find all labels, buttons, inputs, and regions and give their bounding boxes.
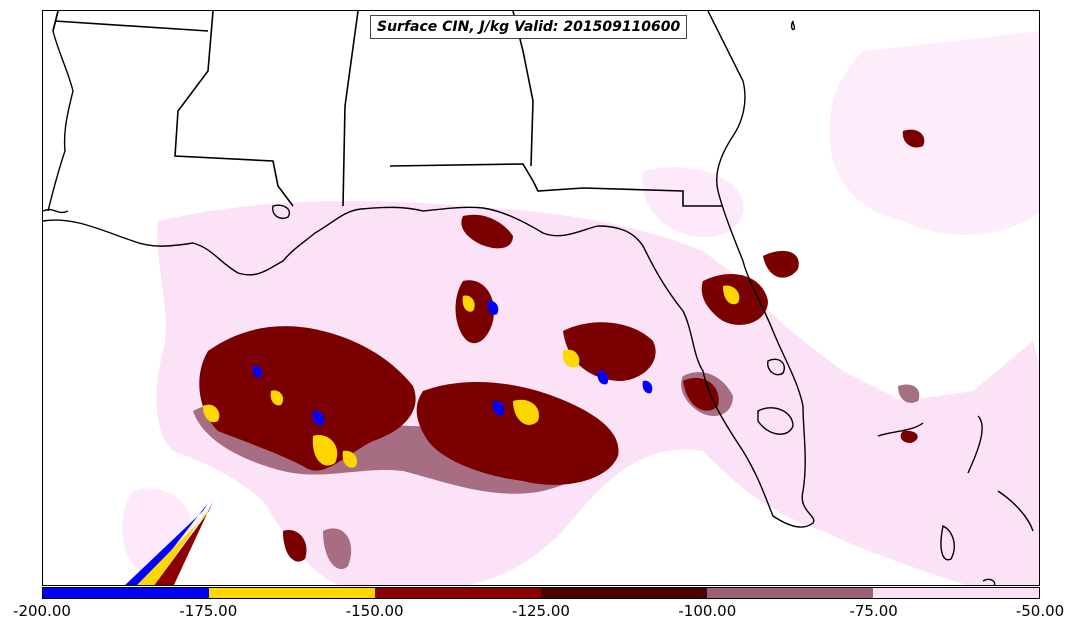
colorbar-tick-label: -50.00	[1015, 602, 1065, 620]
map-panel	[42, 10, 1040, 586]
colorbar-tick-label: -100.00	[678, 602, 737, 620]
map-title: Surface CIN, J/kg Valid: 201509110600	[370, 15, 688, 39]
colorbar-tick-label: -175.00	[179, 602, 238, 620]
cin-light-pink-regions	[122, 31, 1039, 585]
colorbar-bin-3	[541, 588, 707, 598]
colorbar-tick-labels: -200.00 -175.00 -150.00 -125.00 -100.00 -75.0…	[0, 600, 1076, 624]
colorbar-tick-label: -125.00	[512, 602, 570, 620]
coastlines	[43, 11, 1034, 585]
colorbar	[42, 587, 1040, 599]
colorbar-bin-5	[873, 588, 1039, 598]
cin-blue-regions	[252, 300, 653, 426]
colorbar-tick-label: -75.00	[849, 602, 898, 620]
state-borders	[52, 11, 723, 207]
colorbar-bin-0	[43, 588, 209, 598]
cin-map	[43, 11, 1039, 585]
colorbar-bin-4	[707, 588, 873, 598]
colorbar-tick-label: -200.00	[13, 602, 71, 620]
colorbar-bin-2	[375, 588, 541, 598]
colorbar-bin-1	[209, 588, 375, 598]
cin-yellow-regions	[203, 285, 740, 468]
colorbar-tick-label: -150.00	[345, 602, 404, 620]
